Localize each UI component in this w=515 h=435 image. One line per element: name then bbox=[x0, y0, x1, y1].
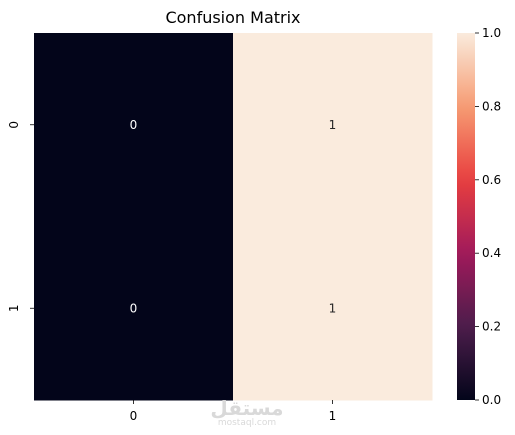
colorbar-gradient bbox=[457, 33, 475, 400]
colorbar-tick-label-0: 0.0 bbox=[482, 393, 501, 407]
colorbar-tick-label-2: 0.4 bbox=[482, 246, 501, 260]
cell-annotation-1-0: 0 bbox=[130, 301, 138, 315]
y-axis: 01 bbox=[7, 121, 34, 312]
colorbar-tick-label-3: 0.6 bbox=[482, 173, 501, 187]
x-tick-label-0: 0 bbox=[130, 409, 138, 423]
chart-title: Confusion Matrix bbox=[165, 8, 300, 27]
colorbar-tick-label-5: 1.0 bbox=[482, 26, 501, 40]
colorbar-tick-label-4: 0.8 bbox=[482, 99, 501, 113]
colorbar-tick-label-1: 0.2 bbox=[482, 320, 501, 334]
colorbar: 0.0 0.2 0.4 0.6 0.8 1.0 bbox=[457, 26, 501, 407]
heatmap-cell-0-0 bbox=[34, 33, 234, 217]
y-tick-label-1: 1 bbox=[7, 304, 21, 312]
heatmap-cell-1-1 bbox=[233, 216, 433, 401]
cell-annotations: 0 1 0 1 bbox=[130, 118, 337, 316]
y-tick-label-0: 0 bbox=[7, 121, 21, 129]
heatmap-cells bbox=[34, 33, 433, 401]
cell-annotation-1-1: 1 bbox=[329, 301, 337, 315]
heatmap-cell-0-1 bbox=[233, 33, 433, 217]
x-tick-label-1: 1 bbox=[329, 409, 337, 423]
heatmap-cell-1-0 bbox=[34, 216, 234, 401]
cell-annotation-0-0: 0 bbox=[130, 118, 138, 132]
cell-annotation-0-1: 1 bbox=[329, 118, 337, 132]
